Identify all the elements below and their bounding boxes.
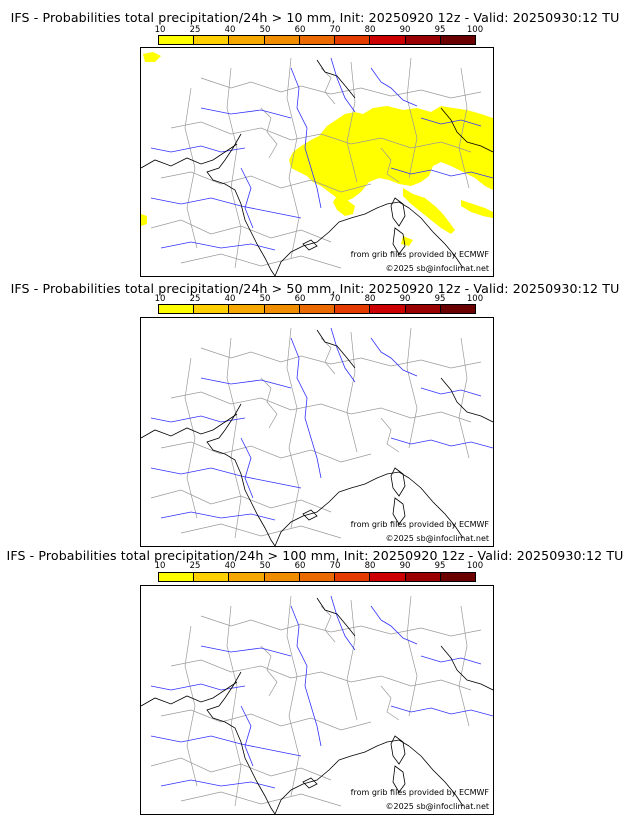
credit-copyright: ©2025 sb@infoclimat.net: [385, 534, 490, 543]
map-canvas: [141, 52, 493, 276]
cb-tick: 10: [154, 294, 166, 304]
cb-tick: 50: [259, 294, 271, 304]
cb-tick: 100: [466, 294, 484, 304]
credit-copyright: ©2025 sb@infoclimat.net: [385, 802, 490, 811]
colorbar-swatch: [440, 36, 475, 44]
national-borders-coastline: [141, 59, 493, 276]
cb-tick: 25: [189, 561, 201, 571]
credit-copyright: ©2025 sb@infoclimat.net: [385, 264, 490, 273]
cb-tick: 70: [329, 561, 341, 571]
colorbar-swatch: [264, 305, 300, 313]
map-canvas: [141, 595, 493, 814]
panel-2-colorbar-labels: 10 25 40 50 60 70 80 90 95 100: [154, 294, 484, 304]
cb-tick: 80: [364, 294, 376, 304]
cb-tick: 70: [329, 25, 341, 35]
admin-boundaries: [150, 57, 482, 269]
rivers: [150, 595, 493, 789]
cb-tick: 40: [224, 25, 236, 35]
admin-boundaries: [150, 327, 482, 539]
colorbar-swatch: [194, 573, 230, 581]
colorbar-swatch: [159, 305, 195, 313]
cb-tick: 90: [399, 561, 411, 571]
panel-1-colorbar-labels: 10 25 40 50 60 70 80 90 95 100: [154, 25, 484, 35]
credit-grib: from grib files provided by ECMWF: [350, 250, 489, 259]
colorbar-swatch: [370, 36, 406, 44]
credit-grib: from grib files provided by ECMWF: [350, 788, 489, 797]
cb-tick: 40: [224, 294, 236, 304]
panel-3-title: IFS - Probabilities total precipitation/…: [6, 548, 624, 563]
panel-1-title: IFS - Probabilities total precipitation/…: [10, 10, 620, 25]
panel-3-colorbar-labels: 10 25 40 50 60 70 80 90 95 100: [154, 561, 484, 571]
colorbar-swatch: [440, 573, 475, 581]
colorbar-swatch: [335, 573, 371, 581]
cb-tick: 95: [434, 294, 446, 304]
cb-tick: 25: [189, 294, 201, 304]
cb-tick: 100: [466, 25, 484, 35]
credit-grib: from grib files provided by ECMWF: [350, 520, 489, 529]
cb-tick: 80: [364, 561, 376, 571]
cb-tick: 25: [189, 25, 201, 35]
cb-tick: 60: [294, 561, 306, 571]
colorbar-swatch: [229, 573, 265, 581]
panel-2-colorbar: [158, 304, 476, 314]
cb-tick: 10: [154, 25, 166, 35]
cb-tick: 10: [154, 561, 166, 571]
panel-3-map: from grib files provided by ECMWF ©2025 …: [140, 585, 494, 815]
colorbar-swatch: [299, 573, 336, 581]
cb-tick: 100: [466, 561, 484, 571]
cb-tick: 80: [364, 25, 376, 35]
cb-tick: 40: [224, 561, 236, 571]
panel-1-colorbar: [158, 35, 476, 45]
colorbar-swatch: [440, 305, 475, 313]
panel-3-colorbar: [158, 572, 476, 582]
colorbar-swatch: [370, 305, 406, 313]
colorbar-swatch: [299, 36, 336, 44]
colorbar-swatch: [264, 573, 300, 581]
cb-tick: 90: [399, 294, 411, 304]
colorbar-swatch: [194, 36, 230, 44]
precip-probability-area: [141, 52, 493, 246]
cb-tick: 50: [259, 25, 271, 35]
cb-tick: 70: [329, 294, 341, 304]
colorbar-swatch: [405, 305, 441, 313]
cb-tick: 90: [399, 25, 411, 35]
cb-tick: 60: [294, 294, 306, 304]
colorbar-swatch: [229, 36, 265, 44]
colorbar-swatch: [159, 573, 195, 581]
national-borders-coastline: [141, 329, 493, 546]
cb-tick: 95: [434, 25, 446, 35]
panel-2-title: IFS - Probabilities total precipitation/…: [10, 281, 620, 296]
colorbar-swatch: [370, 573, 406, 581]
panel-2-map: from grib files provided by ECMWF ©2025 …: [140, 317, 494, 547]
colorbar-swatch: [159, 36, 195, 44]
rivers: [150, 57, 493, 251]
colorbar-swatch: [335, 305, 371, 313]
rivers: [150, 327, 493, 521]
colorbar-swatch: [405, 36, 441, 44]
colorbar-swatch: [405, 573, 441, 581]
cb-tick: 60: [294, 25, 306, 35]
colorbar-swatch: [229, 305, 265, 313]
colorbar-swatch: [264, 36, 300, 44]
cb-tick: 95: [434, 561, 446, 571]
map-canvas: [141, 327, 493, 546]
colorbar-swatch: [299, 305, 336, 313]
national-borders-coastline: [141, 597, 493, 814]
cb-tick: 50: [259, 561, 271, 571]
colorbar-swatch: [194, 305, 230, 313]
admin-boundaries: [150, 595, 482, 807]
colorbar-swatch: [335, 36, 371, 44]
panel-1-map: from grib files provided by ECMWF ©2025 …: [140, 47, 494, 277]
